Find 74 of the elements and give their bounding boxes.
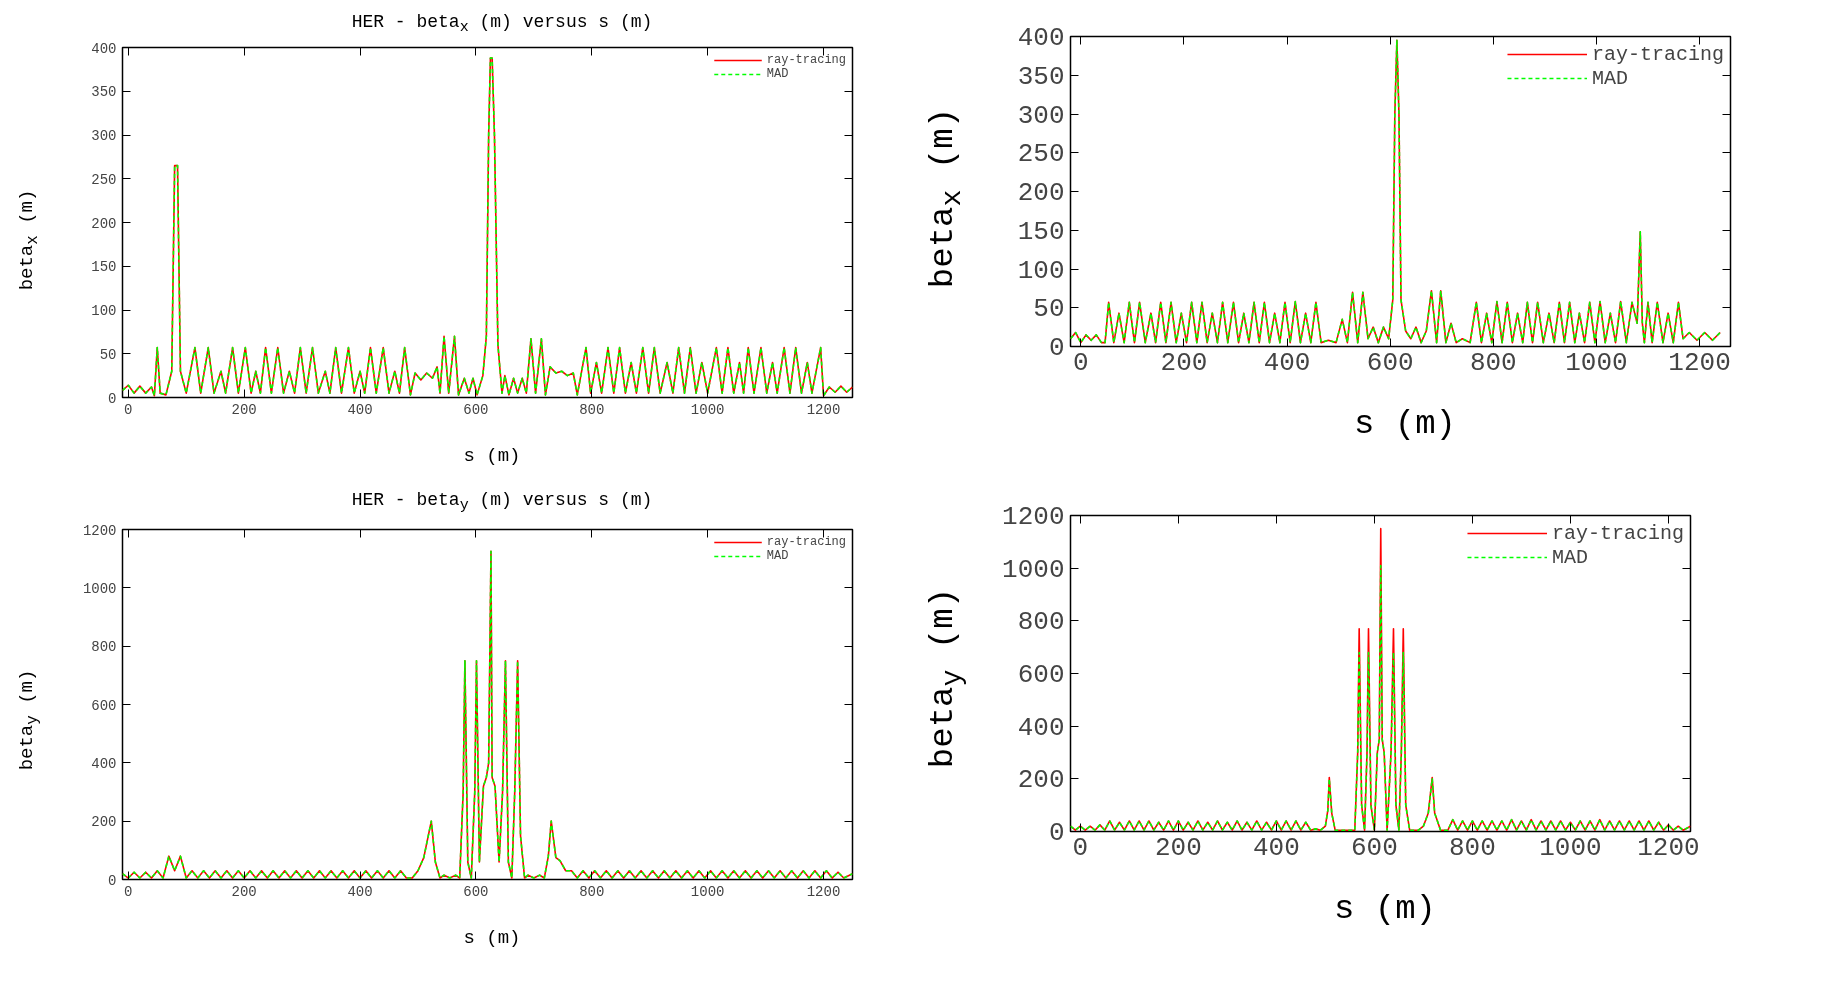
- y-tick-label: 350: [1017, 61, 1065, 92]
- y-tick-label: 0: [108, 872, 117, 889]
- x-axis-title: s (m): [1353, 405, 1457, 443]
- y-tick-label: 250: [91, 171, 117, 188]
- y-tick-label: 400: [91, 40, 117, 57]
- legend-label: MAD: [1551, 545, 1588, 569]
- x-tick-label: 200: [1160, 347, 1208, 378]
- y-tick-label: 200: [1017, 765, 1065, 796]
- y-tick-label: 600: [91, 697, 117, 714]
- y-tick-label: 100: [91, 303, 117, 319]
- y-tick-label: 200: [91, 814, 117, 831]
- x-tick-label: 800: [579, 883, 605, 900]
- y-tick-label: 1200: [82, 522, 117, 539]
- y-tick-label: 350: [91, 84, 117, 101]
- x-tick-label: 0: [1072, 832, 1089, 863]
- x-tick-label: 600: [463, 883, 489, 900]
- y-tick-label: 150: [1017, 216, 1065, 247]
- x-tick-label: 1200: [806, 883, 841, 900]
- x-tick-label: 200: [231, 883, 257, 900]
- y-tick-label: 600: [1017, 660, 1065, 690]
- x-axis-title: s (m): [1333, 890, 1437, 928]
- y-tick-label: 1200: [1002, 502, 1065, 532]
- x-tick-label: 1200: [806, 401, 841, 418]
- text: ray-tracing: [1591, 42, 1724, 66]
- x-tick-label: 0: [124, 883, 133, 900]
- x-tick-label: 1000: [1539, 832, 1602, 863]
- y-tick-label: 250: [1017, 139, 1065, 170]
- x-tick-label: 0: [124, 401, 133, 418]
- y-tick-label: 300: [1017, 100, 1065, 131]
- line-series: [122, 550, 853, 879]
- x-tick-label: 800: [579, 401, 605, 418]
- x-tick-label: 800: [1469, 347, 1517, 378]
- legend-label: MAD: [766, 67, 789, 81]
- x-tick-label: 0: [1073, 347, 1089, 378]
- x-tick-label: 1200: [1637, 832, 1700, 863]
- x-tick-label: 1000: [690, 401, 725, 418]
- x-axis-title: s (m): [463, 444, 521, 467]
- y-tick-label: 0: [108, 390, 117, 407]
- y-tick-label: 1000: [82, 580, 117, 597]
- legend-label: MAD: [1591, 66, 1628, 90]
- y-tick-label: 50: [1033, 294, 1065, 325]
- x-tick-label: 1200: [1668, 347, 1731, 378]
- chart-title: HER - beta$_{x}$ (m) versus s (m): [351, 11, 653, 37]
- legend-label: ray-tracing: [1551, 521, 1684, 545]
- y-tick-label: 800: [1017, 607, 1065, 638]
- y-tick-label: 150: [91, 259, 117, 276]
- x-tick-label: 200: [1154, 832, 1202, 863]
- x-axis-title: s (m): [463, 926, 521, 949]
- x-tick-label: 400: [347, 401, 373, 418]
- x-tick-label: 600: [1350, 832, 1398, 863]
- y-tick-label: 400: [1017, 712, 1065, 743]
- y-tick-label: 800: [91, 639, 117, 656]
- legend-label: ray-tracing: [766, 535, 846, 549]
- x-tick-label: 400: [347, 883, 373, 900]
- x-tick-label: 400: [1263, 347, 1311, 378]
- legend-label: MAD: [766, 549, 789, 563]
- chart-title: HER - beta$_{y}$ (m) versus s (m): [351, 489, 653, 514]
- x-tick-label: 200: [231, 401, 257, 418]
- x-tick-label: 1000: [1565, 347, 1628, 378]
- y-tick-label: 1000: [1002, 554, 1065, 585]
- x-tick-label: 400: [1252, 832, 1300, 863]
- line-series: [1070, 39, 1721, 344]
- x-tick-label: 1000: [690, 883, 725, 900]
- y-tick-label: 300: [91, 128, 117, 144]
- x-tick-label: 800: [1448, 832, 1496, 863]
- y-tick-label: 400: [1017, 23, 1065, 53]
- x-tick-label: 600: [1366, 347, 1414, 378]
- y-tick-label: 100: [1017, 255, 1065, 286]
- y-tick-label: 200: [91, 215, 117, 232]
- y-tick-label: 200: [1017, 178, 1065, 208]
- y-tick-label: 50: [99, 346, 117, 363]
- y-tick-label: 400: [91, 755, 117, 772]
- x-tick-label: 600: [463, 401, 489, 418]
- legend-label: ray-tracing: [766, 53, 846, 67]
